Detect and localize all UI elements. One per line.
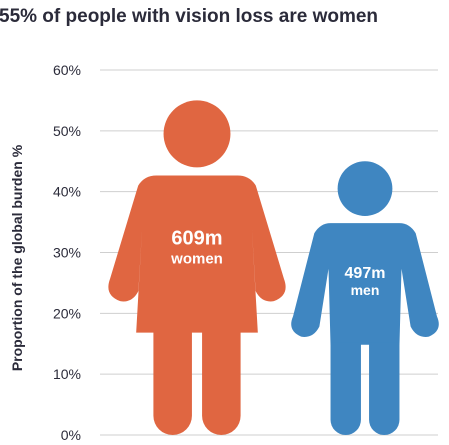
y-tick-label: 20%	[53, 305, 81, 321]
chart-title: 55% of people with vision loss are women	[0, 6, 378, 27]
y-tick-label: 0%	[61, 427, 81, 443]
y-tick-label: 60%	[53, 62, 81, 78]
men-body	[291, 223, 439, 345]
women-head	[163, 100, 231, 168]
women-category-label: women	[170, 250, 223, 267]
women-body	[108, 175, 286, 333]
men-right-leg	[369, 342, 400, 435]
women-right-leg	[202, 330, 241, 435]
men-category-label: men	[351, 282, 380, 298]
women-left-leg	[153, 330, 192, 435]
y-tick-label: 50%	[53, 123, 81, 139]
y-tick-label: 10%	[53, 366, 81, 382]
men-value-label: 497m	[345, 265, 386, 282]
men-left-leg	[330, 342, 361, 435]
y-tick-label: 30%	[53, 245, 81, 261]
y-axis-label: Proportion of the global burden %	[9, 144, 25, 371]
y-tick-label: 40%	[53, 184, 81, 200]
men-head	[337, 161, 393, 216]
women-value-label: 609m	[171, 227, 222, 249]
